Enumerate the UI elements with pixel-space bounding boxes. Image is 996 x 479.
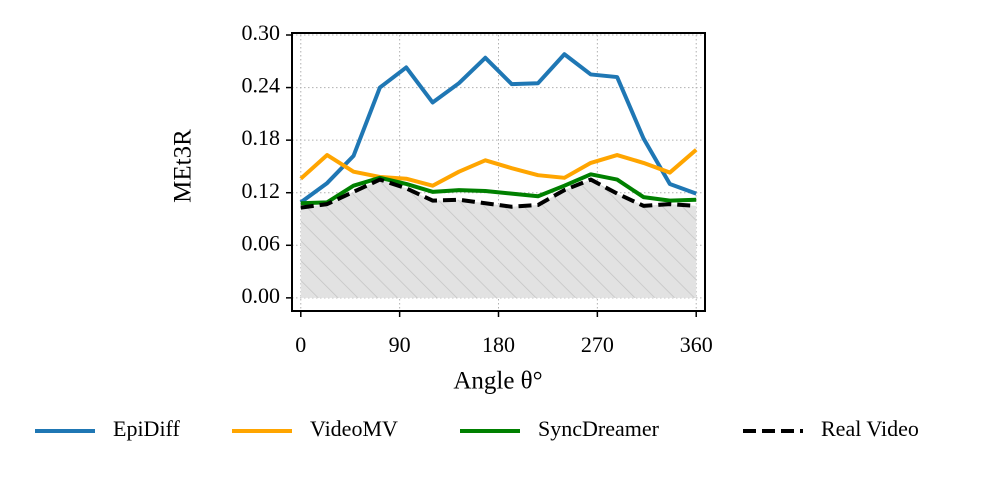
series-line bbox=[299, 148, 698, 188]
y-tick-label: 0.30 bbox=[242, 20, 281, 45]
legend-label: Real Video bbox=[821, 416, 919, 441]
x-tick-label: 180 bbox=[482, 332, 515, 357]
y-tick-label: 0.24 bbox=[242, 73, 281, 98]
legend-label: EpiDiff bbox=[113, 416, 180, 441]
series-line bbox=[299, 52, 697, 204]
x-axis-label: Angle θ° bbox=[453, 368, 542, 395]
plot-frame bbox=[291, 32, 706, 312]
y-tick-label: 0.00 bbox=[242, 283, 281, 308]
area-fill bbox=[300, 179, 697, 298]
x-tick-label: 90 bbox=[389, 332, 411, 357]
y-tick-label: 0.12 bbox=[242, 178, 281, 203]
y-axis-label: MEt3R bbox=[170, 129, 197, 203]
y-tick-label: 0.06 bbox=[242, 230, 281, 255]
y-tick-label: 0.18 bbox=[242, 125, 281, 150]
x-tick-label: 0 bbox=[295, 332, 306, 357]
legend-label: SyncDreamer bbox=[538, 416, 660, 441]
x-tick-label: 270 bbox=[581, 332, 614, 357]
x-tick-label: 360 bbox=[680, 332, 713, 357]
legend-label: VideoMV bbox=[310, 416, 398, 441]
series-line bbox=[300, 177, 697, 210]
series-line bbox=[300, 172, 697, 206]
